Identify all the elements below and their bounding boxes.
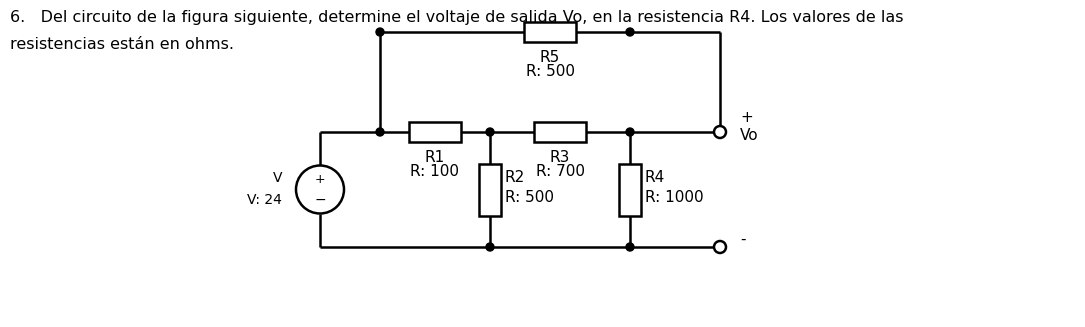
- Text: 6.   Del circuito de la figura siguiente, determine el voltaje de salida Vo, en : 6. Del circuito de la figura siguiente, …: [10, 10, 904, 25]
- Text: R: 700: R: 700: [536, 164, 585, 179]
- Text: R3: R3: [550, 149, 571, 164]
- Text: R: 500: R: 500: [525, 64, 574, 79]
- Text: R2: R2: [505, 170, 525, 185]
- Circle shape: [296, 165, 344, 214]
- Circle shape: [376, 28, 384, 36]
- Text: -: -: [740, 232, 745, 247]
- Text: V: V: [272, 170, 282, 184]
- Bar: [524, 22, 576, 42]
- Circle shape: [626, 128, 634, 136]
- Circle shape: [714, 126, 726, 138]
- Circle shape: [376, 128, 384, 136]
- Text: resistencias están en ohms.: resistencias están en ohms.: [10, 37, 234, 52]
- Text: R1: R1: [425, 149, 445, 164]
- Text: V: 24: V: 24: [247, 193, 282, 206]
- Text: Vo: Vo: [740, 128, 758, 143]
- Circle shape: [714, 241, 726, 253]
- Bar: [478, 164, 501, 215]
- Circle shape: [486, 243, 494, 251]
- Text: −: −: [315, 193, 326, 207]
- Circle shape: [626, 28, 634, 36]
- Text: +: +: [315, 173, 326, 186]
- Bar: [534, 122, 586, 142]
- Circle shape: [626, 243, 634, 251]
- Bar: [409, 122, 461, 142]
- Text: +: +: [740, 110, 753, 125]
- Text: R: 100: R: 100: [410, 164, 460, 179]
- Circle shape: [486, 128, 494, 136]
- Text: R: 500: R: 500: [505, 190, 554, 205]
- Text: R4: R4: [644, 170, 665, 185]
- Text: R: 1000: R: 1000: [644, 190, 704, 205]
- Bar: [620, 164, 641, 215]
- Text: R5: R5: [540, 50, 560, 65]
